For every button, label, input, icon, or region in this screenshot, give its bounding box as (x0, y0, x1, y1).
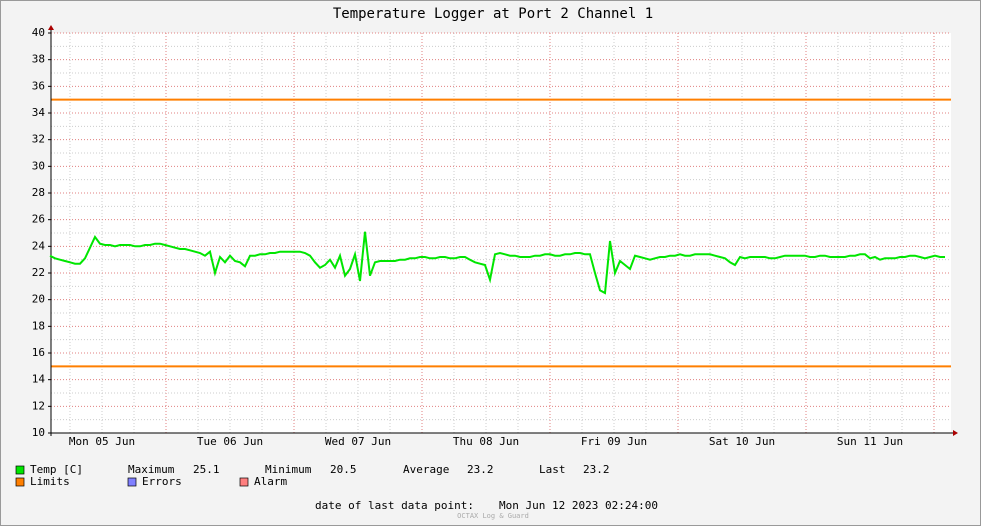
y-tick-label: 40 (32, 26, 45, 39)
x-tick-label: Tue 06 Jun (197, 435, 263, 448)
footer-label: date of last data point: (315, 499, 474, 512)
legend-swatch (15, 477, 25, 487)
y-tick-label: 36 (32, 79, 45, 92)
stat-label: Maximum (128, 463, 175, 476)
y-tick-label: 12 (32, 399, 45, 412)
stat-label: Minimum (265, 463, 312, 476)
watermark: OCTAX Log & Guard (457, 512, 529, 520)
legend-swatch (127, 477, 137, 487)
legend-label: Limits (30, 475, 70, 488)
x-tick-label: Fri 09 Jun (581, 435, 647, 448)
footer-value: Mon Jun 12 2023 02:24:00 (499, 499, 658, 512)
chart-title: Temperature Logger at Port 2 Channel 1 (333, 6, 653, 22)
series-line (49, 231, 945, 295)
stat-value: 23.2 (467, 463, 494, 476)
y-tick-label: 20 (32, 293, 45, 306)
x-axis-arrow (953, 430, 958, 436)
y-tick-label: 18 (32, 319, 45, 332)
y-tick-label: 26 (32, 213, 45, 226)
legend-label: Temp [C] (30, 463, 83, 476)
legend-label: Alarm (254, 475, 287, 488)
stat-label: Last (539, 463, 566, 476)
x-tick-label: Mon 05 Jun (69, 435, 135, 448)
legend-label: Errors (142, 475, 182, 488)
legend-swatch (15, 465, 25, 475)
x-tick-label: Thu 08 Jun (453, 435, 519, 448)
y-tick-label: 16 (32, 346, 45, 359)
y-tick-label: 38 (32, 53, 45, 66)
y-tick-label: 34 (32, 106, 46, 119)
y-tick-label: 28 (32, 186, 45, 199)
stat-label: Average (403, 463, 449, 476)
stat-value: 23.2 (583, 463, 610, 476)
y-axis-arrow (48, 25, 54, 30)
legend-swatch (239, 477, 249, 487)
y-tick-label: 32 (32, 133, 45, 146)
y-tick-label: 10 (32, 426, 45, 439)
stat-value: 20.5 (330, 463, 357, 476)
y-tick-label: 14 (32, 373, 46, 386)
y-tick-label: 24 (32, 239, 46, 252)
x-tick-label: Sun 11 Jun (837, 435, 903, 448)
x-tick-label: Sat 10 Jun (709, 435, 775, 448)
stat-value: 25.1 (193, 463, 220, 476)
y-tick-label: 30 (32, 159, 45, 172)
y-tick-label: 22 (32, 266, 45, 279)
x-tick-label: Wed 07 Jun (325, 435, 391, 448)
